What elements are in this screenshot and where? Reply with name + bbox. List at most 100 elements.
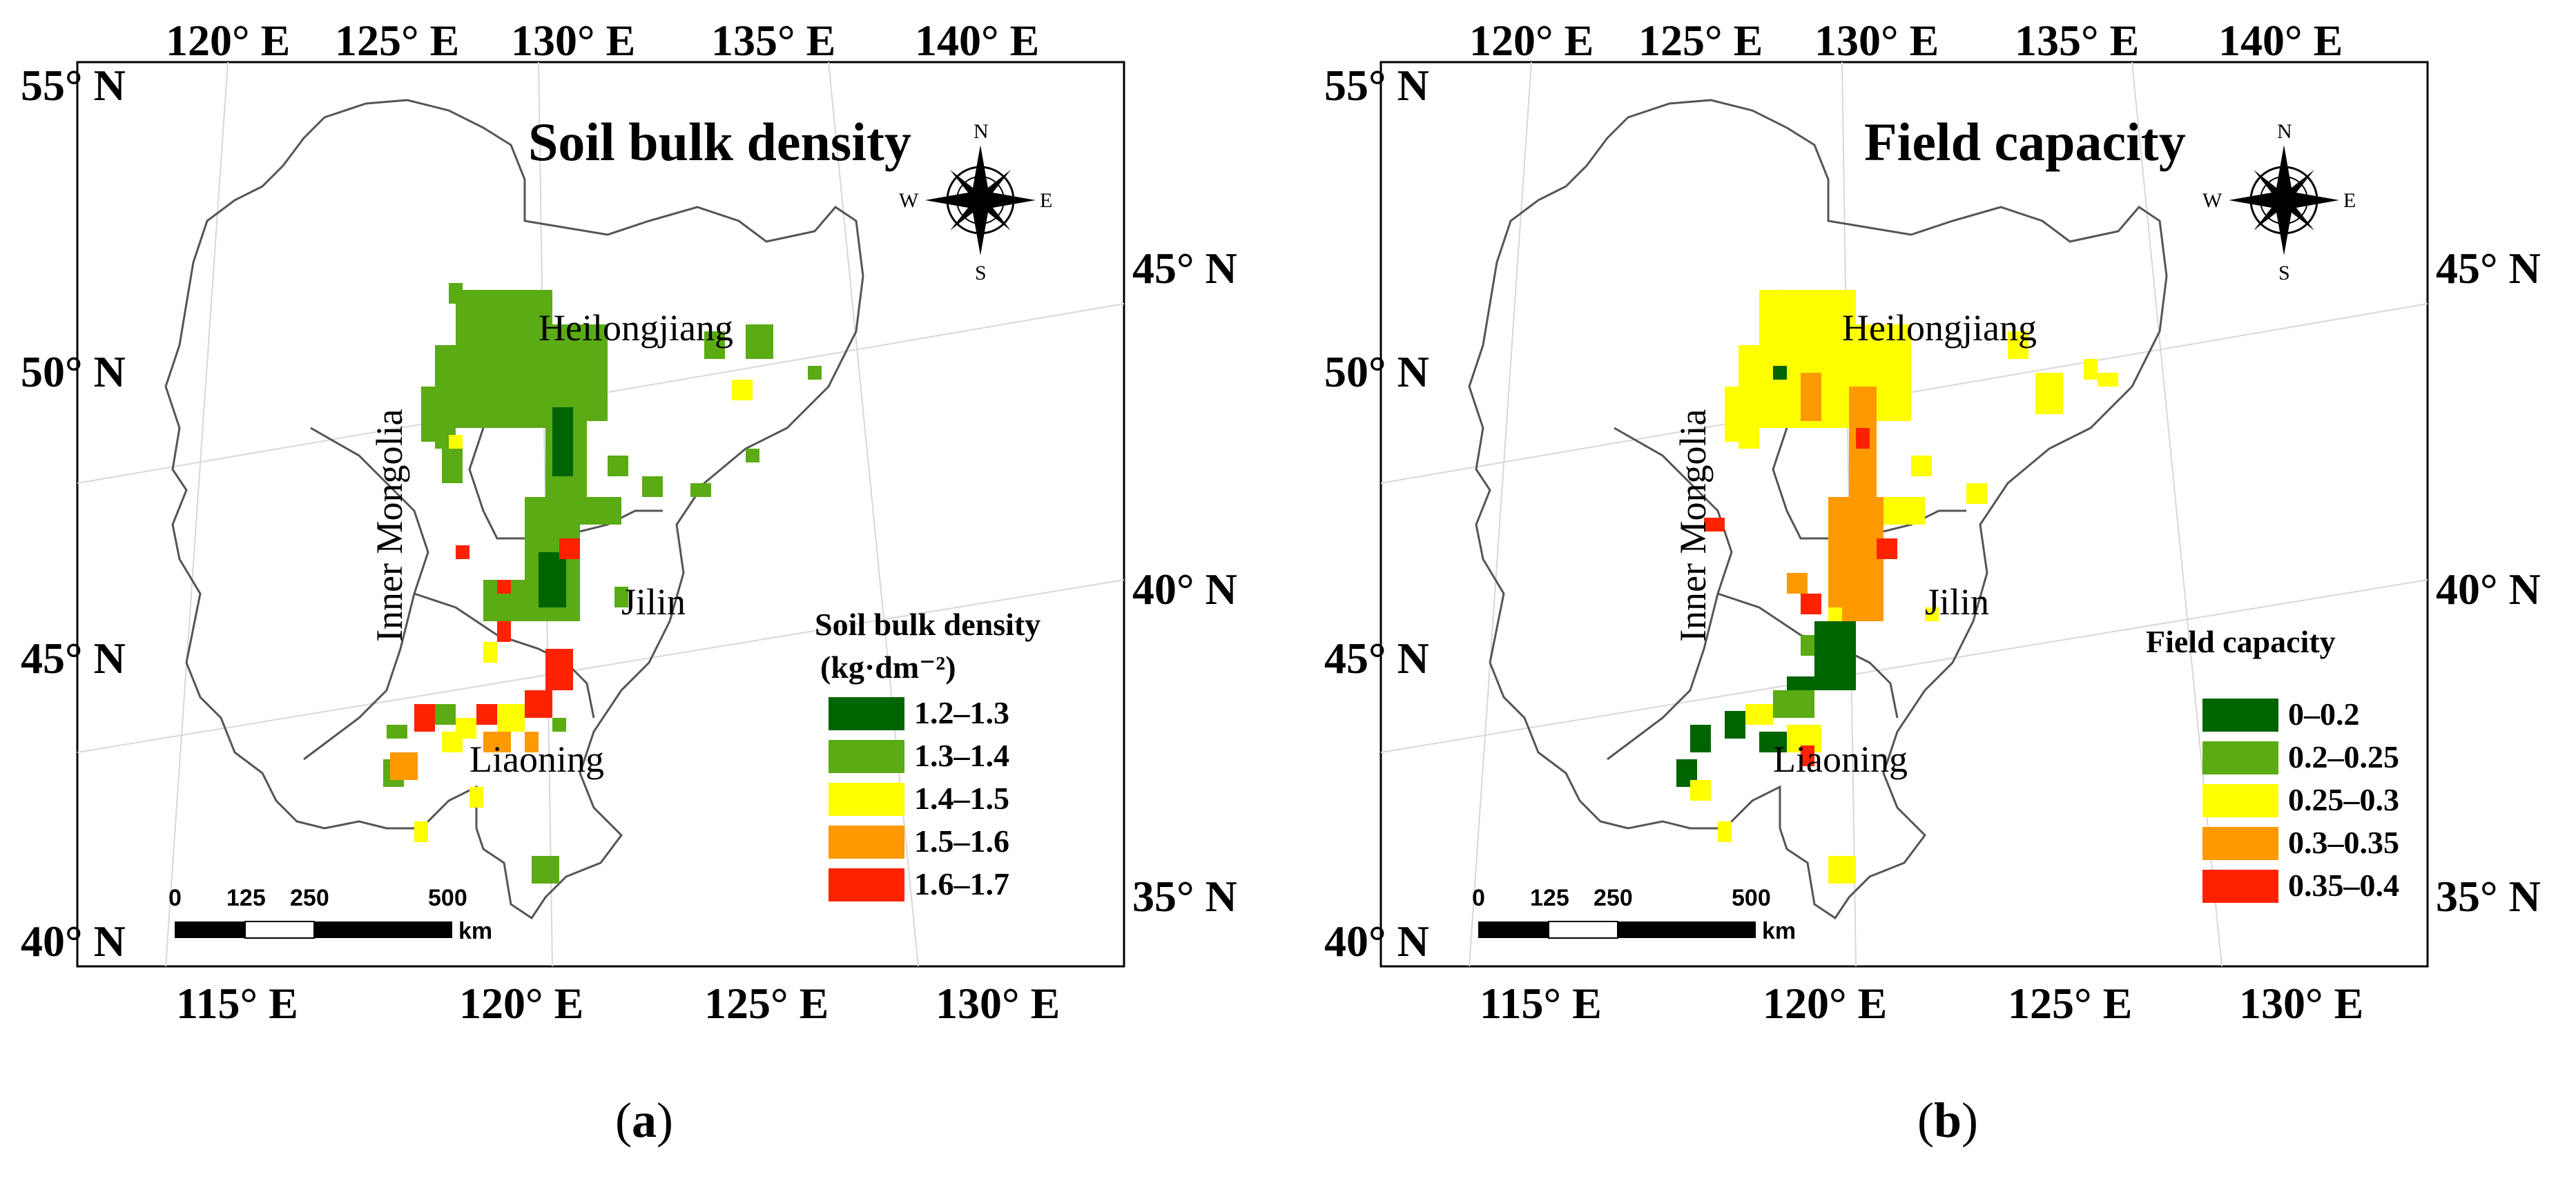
- tick-label: 115° E: [176, 979, 298, 1028]
- tick-label: 40° N: [1324, 917, 1429, 966]
- north-arrow-icon: N S E W: [2202, 120, 2356, 284]
- tick-label: 140° E: [2218, 16, 2343, 65]
- map-title: Field capacity: [1864, 112, 2186, 172]
- caption-letter: b: [1933, 1093, 1962, 1148]
- cell: [456, 545, 469, 559]
- legend: Field capacity 0–0.2 0.2–0.25 0.25–0.3 0.3–…: [2146, 624, 2399, 903]
- legend-label: 1.3–1.4: [914, 738, 1009, 773]
- cell: [1759, 732, 1787, 752]
- cell: [1856, 428, 1870, 449]
- cell: [390, 752, 418, 780]
- legend-title: Field capacity: [2146, 624, 2336, 659]
- north-arrow-icon: N S E W: [899, 120, 1052, 284]
- cell: [476, 704, 497, 725]
- legend-label: 1.6–1.7: [914, 866, 1009, 901]
- tick-label: 125° E: [335, 16, 459, 65]
- compass-n: N: [974, 120, 989, 143]
- cell: [2035, 373, 2063, 414]
- inner-mongolia-liaoning-border: [303, 593, 416, 761]
- tick-label: 45° N: [2436, 244, 2541, 293]
- internal-border: [310, 427, 429, 594]
- tick-label: 50° N: [1324, 347, 1429, 396]
- cell: [497, 580, 511, 594]
- lat-left-labels: 55° N 50° N 45° N 40° N: [1324, 61, 1429, 966]
- cell: [532, 856, 559, 884]
- tick-label: 120° E: [1469, 16, 1594, 65]
- tick-label: 40° N: [2436, 565, 2541, 614]
- lon-bottom-labels: 115° E 120° E 125° E 130° E: [176, 979, 1060, 1028]
- scale-segment: [1618, 921, 1756, 938]
- scale-label: 125: [1530, 885, 1569, 911]
- cell: [580, 497, 621, 525]
- scale-segment: [314, 921, 452, 938]
- cell: [442, 732, 463, 752]
- cell: [1828, 856, 1856, 884]
- tick-label: 115° E: [1480, 979, 1602, 1028]
- cell: [1925, 607, 1939, 621]
- cell: [1690, 725, 1711, 752]
- lon-bottom-labels: 115° E 120° E 125° E 130° E: [1480, 979, 2363, 1028]
- map-title: Soil bulk density: [528, 112, 911, 172]
- cell: [552, 718, 566, 732]
- legend-swatch: [2202, 784, 2278, 817]
- cell: [732, 380, 753, 400]
- compass-s: S: [975, 262, 987, 284]
- map-figure: Heilongjiang Jilin Liaoning Inner Mongol…: [21, 16, 1237, 1028]
- cell: [1745, 704, 1773, 725]
- region-label-heilongjiang: Heilongjiang: [539, 307, 733, 349]
- tick-label: 135° E: [2015, 16, 2139, 65]
- legend-swatch: [829, 868, 904, 901]
- cell: [1690, 780, 1711, 801]
- cell: [483, 732, 511, 752]
- cell: [1725, 387, 1745, 442]
- tick-label: 55° N: [1324, 61, 1429, 110]
- scale-label: 500: [428, 885, 467, 911]
- region-label-inner-mongolia: Inner Mongolia: [1672, 409, 1714, 642]
- scale-label: 0: [1472, 885, 1485, 911]
- cell: [1773, 366, 1787, 380]
- legend: Soil bulk density (kg·dm⁻²) 1.2–1.3 1.3–1…: [815, 607, 1040, 901]
- legend-label: 0–0.2: [2288, 696, 2360, 732]
- legend-label: 1.2–1.3: [914, 695, 1009, 730]
- legend-label: 0.35–0.4: [2288, 868, 2399, 903]
- legend-swatch: [829, 783, 904, 816]
- scale-segment: [1478, 921, 1549, 938]
- cell: [497, 621, 511, 642]
- cell: [1911, 456, 1932, 476]
- northeast-outline: [164, 99, 864, 920]
- cell: [746, 449, 759, 462]
- map-figure: Heilongjiang Jilin Liaoning Inner Mongol…: [1324, 16, 2541, 1028]
- data-cells: [1676, 290, 2118, 884]
- tick-label: 45° N: [21, 634, 126, 683]
- cell: [746, 324, 773, 359]
- cell: [1814, 621, 1856, 690]
- region-label-inner-mongolia: Inner Mongolia: [369, 409, 410, 642]
- scale-label: 250: [290, 885, 329, 911]
- cell: [1801, 373, 1821, 421]
- scale-label: 0: [168, 885, 182, 911]
- tick-label: 125° E: [2008, 979, 2132, 1028]
- legend-label: 0.2–0.25: [2288, 739, 2399, 774]
- cell: [614, 587, 628, 607]
- cell: [414, 821, 428, 842]
- tick-label: 130° E: [2239, 979, 2363, 1028]
- cell: [497, 704, 525, 732]
- region-label-liaoning: Liaoning: [469, 739, 604, 780]
- tick-label: 130° E: [511, 16, 635, 65]
- cell: [1773, 690, 1814, 718]
- cell: [552, 324, 608, 421]
- cell: [642, 476, 663, 497]
- tick-label: 40° N: [1132, 565, 1237, 614]
- compass-e: E: [1040, 189, 1052, 212]
- cell: [539, 552, 566, 607]
- cell: [1966, 483, 1987, 504]
- cell: [469, 787, 483, 808]
- cell: [1801, 594, 1821, 614]
- cell: [1718, 821, 1732, 842]
- internal-border: [1614, 427, 1733, 594]
- cell: [2098, 373, 2118, 387]
- cell: [1704, 518, 1725, 531]
- legend-title: Soil bulk density: [815, 607, 1040, 642]
- region-label-jilin: Jilin: [1925, 581, 1989, 623]
- cell: [808, 366, 822, 380]
